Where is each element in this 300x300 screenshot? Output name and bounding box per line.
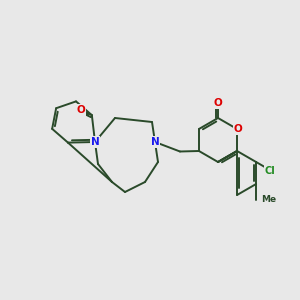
Text: N: N: [91, 137, 99, 147]
Text: O: O: [76, 105, 85, 115]
Text: O: O: [214, 98, 222, 108]
Text: Me: Me: [261, 196, 276, 205]
Text: Cl: Cl: [265, 166, 275, 176]
Text: N: N: [151, 137, 159, 147]
Text: O: O: [234, 124, 242, 134]
